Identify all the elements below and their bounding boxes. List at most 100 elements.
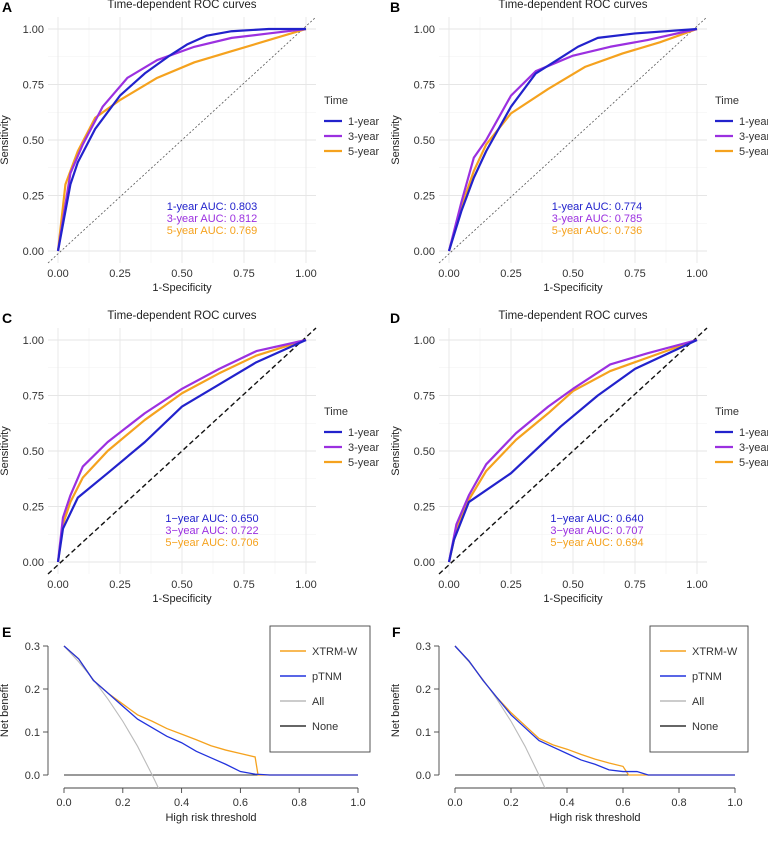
- auc-annotation-5-year: 5−year AUC: 0.706: [165, 537, 258, 549]
- x-tick-label: 0.00: [47, 579, 68, 591]
- y-tick-label: 0.75: [414, 391, 435, 403]
- y-tick-label: 0.00: [414, 246, 435, 258]
- x-tick-label: 1.0: [350, 797, 365, 809]
- legend-label-xtrm-w: XTRM-W: [312, 646, 358, 658]
- y-tick-label: 0.50: [23, 135, 44, 147]
- series-group: [63, 645, 358, 788]
- legend-label-ptnm: pTNM: [692, 671, 722, 683]
- x-tick-label: 0.8: [292, 797, 307, 809]
- legend-label-1-year: 1-year: [348, 116, 380, 128]
- auc-annotation-3-year: 3-year AUC: 0.812: [167, 213, 258, 225]
- x-tick-label: 0.50: [171, 579, 192, 591]
- panel-letter: E: [2, 624, 11, 640]
- x-tick-label: 1.00: [686, 268, 707, 280]
- roc-line-1-year: [56, 338, 307, 563]
- x-tick-label: 0.00: [47, 268, 68, 280]
- legend-title: Time: [324, 95, 348, 107]
- y-tick-label: 1.00: [414, 24, 435, 36]
- y-tick-label: 0.25: [23, 502, 44, 514]
- roc-line-3-year: [56, 27, 307, 252]
- y-axis-label: Sensitivity: [0, 426, 11, 476]
- roc-panel-a: 0.000.00 0.25 0.25 0.50 0.50 0.75 0.75 1.00 1.00…: [0, 0, 380, 294]
- y-axis-label: Net benefit: [390, 684, 402, 737]
- x-tick-label: 0.75: [233, 579, 254, 591]
- legend-box: [269, 625, 371, 753]
- chart-title: Time-dependent ROC curves: [498, 0, 647, 11]
- roc-panel-d: 0.000.00 0.25 0.25 0.50 0.50 0.75 0.75 1.00 1.00…: [390, 310, 768, 605]
- auc-annotation-1-year: 1-year AUC: 0.803: [167, 201, 258, 213]
- y-tick-label: 1.00: [414, 335, 435, 347]
- panel-letter: D: [390, 310, 400, 326]
- y-tick-label: 0.0: [416, 770, 431, 782]
- x-tick-label: 1.00: [295, 268, 316, 280]
- roc-panel-b: 0.000.00 0.25 0.25 0.50 0.50 0.75 0.75 1.00 1.00…: [390, 0, 768, 294]
- panel-letter: F: [392, 624, 401, 640]
- x-axis-label: 1-Specificity: [543, 593, 603, 605]
- roc-line-5-year: [447, 338, 698, 563]
- roc-panel-c: 0.000.00 0.25 0.25 0.50 0.50 0.75 0.75 1.00 1.00…: [0, 310, 380, 605]
- panel-letter: A: [2, 0, 12, 15]
- auc-annotation-1-year: 1−year AUC: 0.640: [550, 513, 643, 525]
- legend-title: Time: [715, 95, 739, 107]
- y-tick-label: 1.00: [23, 24, 44, 36]
- diagonal-reference-line: [438, 16, 708, 264]
- legend-label-none: None: [312, 721, 338, 733]
- roc-line-5-year: [447, 27, 698, 252]
- y-axis-label: Sensitivity: [0, 115, 11, 165]
- chart-title: Time-dependent ROC curves: [107, 310, 256, 322]
- x-axis-label: 1-Specificity: [152, 593, 212, 605]
- x-tick-label: 0.25: [109, 579, 130, 591]
- y-tick-label: 0.50: [414, 446, 435, 458]
- legend-label-5-year: 5-year: [739, 457, 768, 469]
- series-group: [454, 645, 735, 788]
- x-tick-label: 0.00: [438, 579, 459, 591]
- legend-title: Time: [715, 406, 739, 418]
- diagonal-reference-line: [47, 16, 317, 264]
- y-tick-label: 0.1: [25, 727, 40, 739]
- x-tick-label: 0.25: [500, 579, 521, 591]
- diagonal-reference-line: [47, 327, 317, 575]
- dca-line-ptnm: [454, 645, 735, 776]
- legend-label-all: All: [692, 696, 704, 708]
- y-axis-label: Sensitivity: [390, 115, 402, 165]
- x-axis-label: 1-Specificity: [543, 282, 603, 294]
- x-tick-label: 1.0: [727, 797, 742, 809]
- x-tick-label: 0.2: [503, 797, 518, 809]
- x-tick-label: 1.00: [686, 579, 707, 591]
- x-tick-label: 0.25: [109, 268, 130, 280]
- x-tick-label: 0.0: [56, 797, 71, 809]
- x-tick-label: 0.50: [562, 579, 583, 591]
- legend: XTRM-W pTNM All None: [269, 625, 371, 753]
- x-tick-label: 0.75: [233, 268, 254, 280]
- y-tick-label: 0.00: [23, 246, 44, 258]
- x-tick-label: 0.00: [438, 268, 459, 280]
- dca-panel-f: 0.0 0.2 0.4 0.6 0.8 1.0 0.0 0.1 0.2 0.3 High risk …: [390, 624, 749, 824]
- y-tick-label: 0.75: [23, 80, 44, 92]
- legend-label-xtrm-w: XTRM-W: [692, 646, 738, 658]
- x-tick-label: 0.8: [671, 797, 686, 809]
- x-axis-label: 1-Specificity: [152, 282, 212, 294]
- x-tick-label: 1.00: [295, 579, 316, 591]
- y-axis-label: Sensitivity: [390, 426, 402, 476]
- legend-label-none: None: [692, 721, 718, 733]
- x-tick-label: 0.50: [562, 268, 583, 280]
- x-tick-label: 0.0: [447, 797, 462, 809]
- x-tick-label: 0.75: [624, 579, 645, 591]
- auc-annotation-1-year: 1-year AUC: 0.774: [552, 201, 643, 213]
- y-tick-label: 0.25: [414, 191, 435, 203]
- auc-annotation-3-year: 3−year AUC: 0.722: [165, 525, 258, 537]
- legend-label-3-year: 3-year: [739, 131, 768, 143]
- chart-title: Time-dependent ROC curves: [107, 0, 256, 11]
- chart-title: Time-dependent ROC curves: [498, 310, 647, 322]
- y-tick-label: 0.2: [416, 684, 431, 696]
- legend-title: Time: [324, 406, 348, 418]
- roc-line-1-year: [447, 339, 698, 563]
- y-tick-label: 0.2: [25, 684, 40, 696]
- y-tick-label: 0.00: [414, 557, 435, 569]
- y-tick-label: 0.1: [416, 727, 431, 739]
- legend-label-all: All: [312, 696, 324, 708]
